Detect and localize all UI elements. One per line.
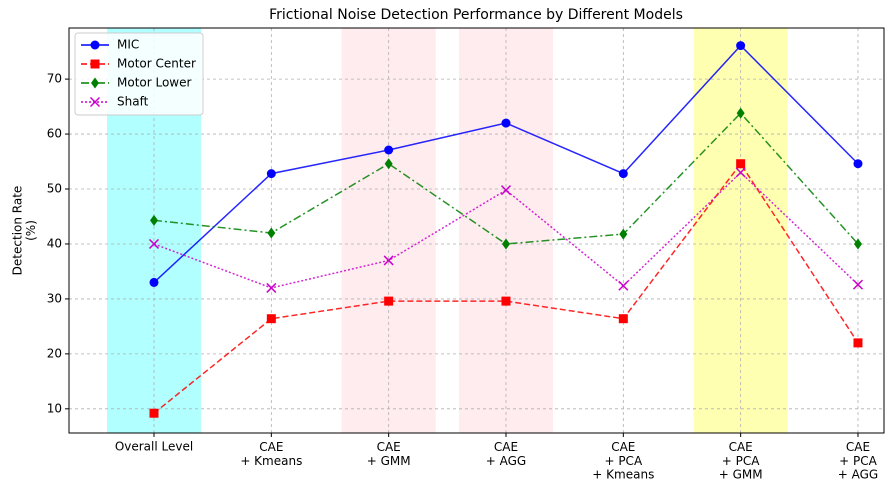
y-tick-label: 30: [47, 291, 62, 305]
legend-marker: [90, 59, 100, 69]
data-point: [736, 159, 746, 169]
y-tick-label: 70: [47, 72, 62, 86]
y-tick-label: 20: [47, 346, 62, 360]
data-point: [619, 228, 628, 240]
x-tick-label: CAE + PCA + AGG: [838, 440, 878, 482]
data-point: [148, 238, 160, 249]
data-point: [266, 314, 276, 324]
data-point: [149, 408, 159, 418]
data-point: [266, 169, 276, 179]
x-tick-label: CAE + GMM: [367, 440, 411, 468]
data-point: [618, 169, 628, 179]
data-point: [149, 277, 159, 287]
data-point: [501, 238, 510, 250]
data-point: [618, 314, 628, 324]
y-tick-label: 60: [47, 127, 62, 141]
data-point: [267, 227, 276, 239]
data-point: [736, 41, 746, 51]
y-axis-label: Detection Rate(%): [10, 186, 38, 276]
data-point: [501, 118, 511, 128]
x-tick-label: Overall Level: [115, 440, 193, 454]
legend-marker: [89, 96, 101, 108]
legend-label: Motor Center: [117, 57, 196, 71]
y-tick-label: 40: [47, 236, 62, 250]
legend-label: MIC: [117, 38, 139, 52]
legend-marker: [91, 77, 99, 89]
legend-label: Shaft: [117, 95, 149, 109]
x-tick-label: CAE + Kmeans: [240, 440, 302, 468]
data-point: [384, 296, 394, 306]
x-tick-label: CAE + PCA + Kmeans: [592, 440, 654, 482]
y-tick-label: 50: [47, 182, 62, 196]
data-point: [853, 338, 863, 348]
data-point: [853, 238, 862, 250]
x-tick-label: CAE + PCA + GMM: [719, 440, 763, 482]
data-point: [150, 214, 158, 226]
plot-frame: [68, 27, 885, 434]
data-point: [853, 159, 863, 169]
data-point: [266, 282, 277, 293]
data-point: [736, 107, 745, 119]
legend-box: [74, 32, 204, 116]
data-point: [618, 280, 629, 291]
data-point: [384, 145, 394, 155]
legend-marker: [90, 40, 100, 50]
x-tick-label: CAE + AGG: [486, 440, 526, 468]
data-point: [383, 255, 394, 266]
data-point: [500, 185, 512, 196]
legend-label: Motor Lower: [117, 76, 192, 90]
data-point: [735, 167, 746, 178]
data-point: [384, 158, 393, 170]
y-tick-label: 10: [47, 401, 62, 415]
chart-title: Frictional Noise Detection Performance b…: [269, 7, 683, 23]
data-point: [852, 279, 864, 290]
data-point: [501, 296, 511, 306]
